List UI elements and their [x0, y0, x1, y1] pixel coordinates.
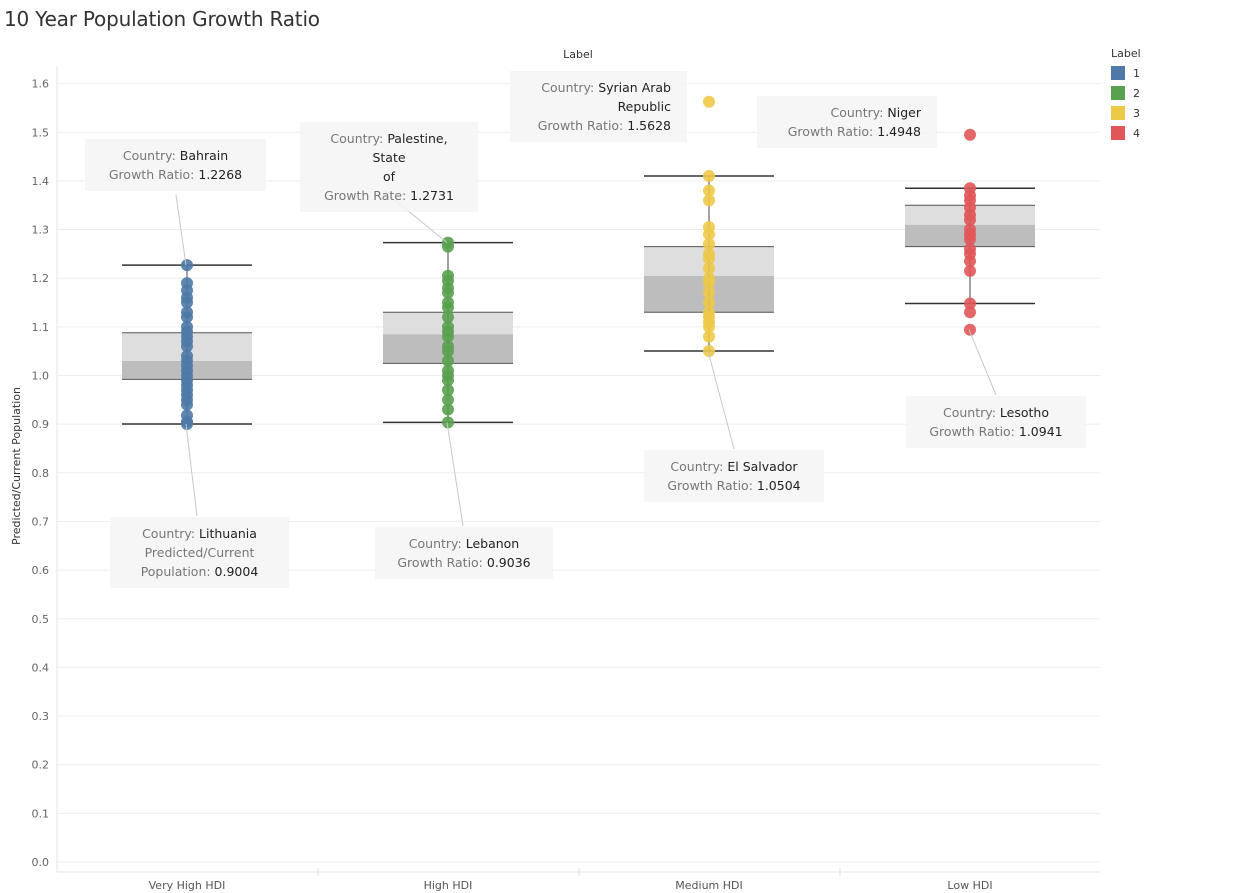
data-point: [442, 364, 454, 377]
data-point: [442, 384, 454, 397]
box-2: [383, 236, 513, 429]
data-point: [442, 320, 454, 333]
box-4: [905, 128, 1035, 336]
legend-label-2: 2: [1133, 86, 1140, 100]
y-tick-label: 0.6: [32, 564, 50, 577]
data-point: [703, 306, 715, 319]
legend-label-1: 1: [1133, 66, 1140, 80]
data-point: [703, 296, 715, 309]
tooltip-syria: Country: Syrian Arab Republic Growth Rat…: [510, 71, 687, 142]
data-point: [442, 393, 454, 406]
legend-item-4[interactable]: 4: [1111, 123, 1141, 143]
data-point: [442, 269, 454, 282]
y-tick-label: 1.3: [32, 224, 50, 237]
tooltip-bahrain: Country: Bahrain Growth Ratio: 1.2268: [85, 139, 266, 191]
x-tick-label: High HDI: [424, 879, 473, 892]
data-point: [964, 128, 976, 141]
data-point: [181, 320, 193, 333]
data-point: [964, 323, 976, 336]
tooltip-palestine: Country: Palestine, State of Growth Rate…: [300, 122, 478, 212]
x-tick-label: Very High HDI: [149, 879, 226, 892]
data-point: [181, 277, 193, 290]
data-point: [442, 296, 454, 309]
data-point: [703, 194, 715, 207]
y-tick-label: 0.0: [32, 856, 50, 869]
y-tick-label: 1.2: [32, 272, 50, 285]
data-point: [703, 330, 715, 343]
y-tick-label: 0.9: [32, 418, 50, 431]
data-point: [703, 344, 715, 357]
tooltip-elsalvador: Country: El Salvador Growth Ratio: 1.050…: [644, 450, 824, 502]
legend-swatch-2: [1111, 86, 1125, 100]
tooltip-leader: [175, 194, 187, 266]
legend-swatch-1: [1111, 66, 1125, 80]
legend-swatch-4: [1111, 126, 1125, 140]
y-tick-label: 0.2: [32, 759, 50, 772]
data-point: [181, 409, 193, 422]
legend-title: Label: [1111, 47, 1141, 60]
legend-swatch-3: [1111, 106, 1125, 120]
legend-item-1[interactable]: 1: [1111, 63, 1141, 83]
data-point: [442, 354, 454, 367]
chart-title: 10 Year Population Growth Ratio: [4, 7, 320, 31]
data-point: [964, 306, 976, 319]
y-axis-title: Predicted/Current Population: [10, 387, 23, 545]
data-point: [442, 236, 454, 249]
data-point: [703, 262, 715, 275]
y-tick-label: 0.5: [32, 613, 50, 626]
legend-item-2[interactable]: 2: [1111, 83, 1141, 103]
tooltip-lebanon: Country: Lebanon Growth Ratio: 0.9036: [375, 527, 553, 579]
legend-item-3[interactable]: 3: [1111, 103, 1141, 123]
legend: Label 1 2 3 4: [1111, 47, 1141, 143]
y-tick-label: 0.4: [32, 661, 50, 674]
data-point: [703, 238, 715, 251]
tooltip-leader: [185, 423, 198, 517]
data-point: [181, 350, 193, 363]
y-tick-label: 1.1: [32, 321, 50, 334]
y-tick-label: 0.1: [32, 807, 50, 820]
data-point: [703, 170, 715, 183]
data-point: [964, 243, 976, 256]
tooltip-lesotho: Country: Lesotho Growth Ratio: 1.0941: [906, 396, 1086, 448]
box-1: [122, 259, 252, 430]
data-point: [181, 306, 193, 319]
y-tick-label: 0.3: [32, 710, 50, 723]
data-point: [964, 297, 976, 310]
data-point: [964, 264, 976, 277]
tooltip-leader: [446, 422, 464, 527]
data-point: [964, 182, 976, 195]
y-tick-label: 0.8: [32, 467, 50, 480]
box-3: [644, 95, 774, 357]
data-point: [703, 272, 715, 285]
data-point: [703, 95, 715, 108]
tooltip-leader: [707, 350, 735, 450]
column-header: Label: [563, 48, 593, 61]
tooltip-leader: [968, 329, 997, 396]
data-point: [703, 221, 715, 234]
data-point: [703, 286, 715, 299]
data-point: [181, 259, 193, 272]
y-tick-label: 0.7: [32, 515, 50, 528]
data-point: [442, 311, 454, 324]
tooltip-niger: Country: Niger Growth Ratio: 1.4948: [757, 96, 937, 148]
y-tick-label: 1.6: [32, 78, 50, 91]
data-point: [442, 340, 454, 353]
x-tick-label: Low HDI: [947, 879, 992, 892]
data-point: [703, 247, 715, 260]
data-point: [703, 184, 715, 197]
legend-label-4: 4: [1133, 126, 1140, 140]
y-tick-label: 1.5: [32, 126, 50, 139]
tooltip-lithuania: Country: Lithuania Predicted/Current Pop…: [110, 517, 289, 588]
x-tick-label: Medium HDI: [675, 879, 742, 892]
data-point: [442, 403, 454, 416]
legend-label-3: 3: [1133, 106, 1140, 120]
data-point: [964, 223, 976, 236]
y-tick-label: 1.0: [32, 370, 50, 383]
y-tick-label: 1.4: [32, 175, 50, 188]
data-point: [442, 416, 454, 429]
